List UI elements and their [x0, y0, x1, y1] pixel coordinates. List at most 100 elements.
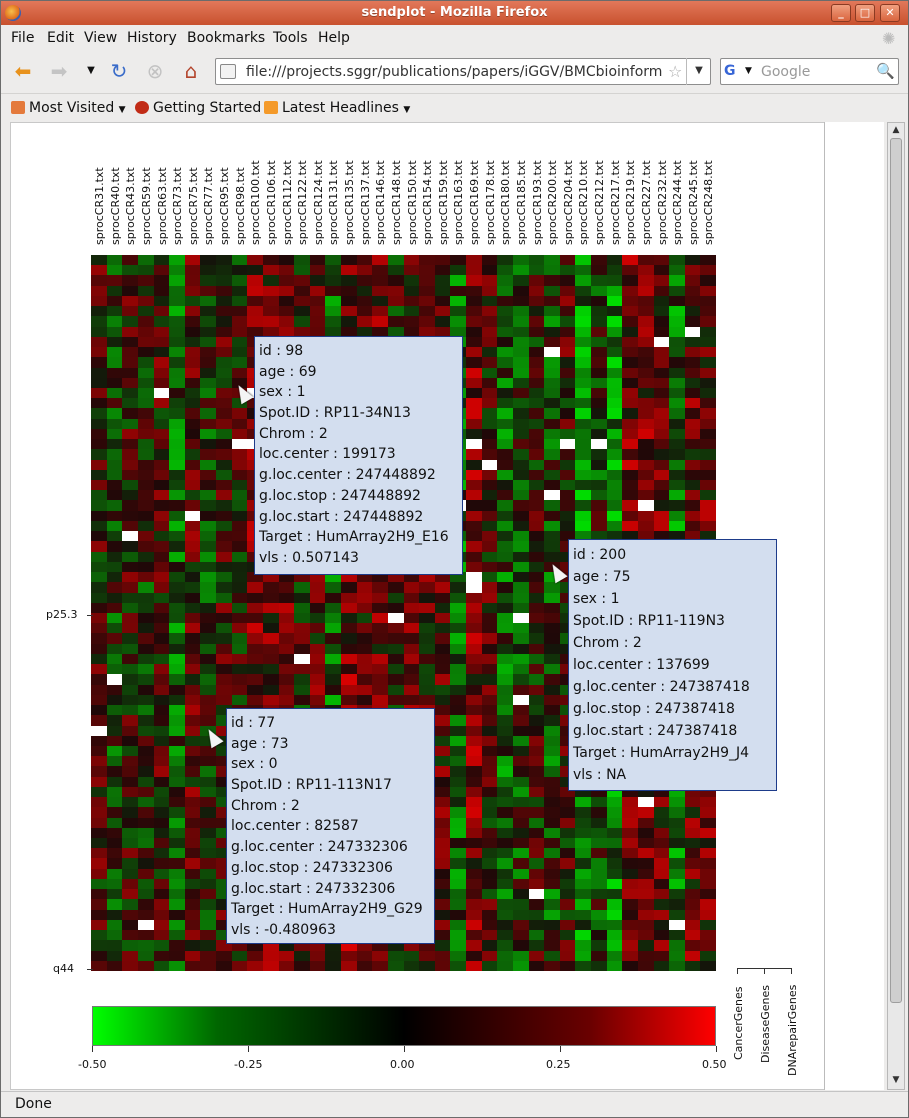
heatmap-cell[interactable]: [278, 592, 295, 604]
heatmap-cell[interactable]: [341, 316, 358, 328]
heatmap-cell[interactable]: [544, 377, 561, 389]
heatmap-cell[interactable]: [387, 950, 405, 962]
bookmark-getting-started[interactable]: Getting Started: [135, 100, 261, 116]
heatmap-cell[interactable]: [622, 868, 639, 880]
heatmap-cell[interactable]: [497, 531, 514, 542]
maximize-button[interactable]: □: [855, 4, 875, 22]
heatmap-cell[interactable]: [606, 490, 623, 502]
heatmap-cell[interactable]: [434, 797, 451, 808]
heatmap-cell[interactable]: [169, 613, 186, 624]
heatmap-cell[interactable]: [684, 858, 701, 870]
heatmap-cell[interactable]: [497, 326, 514, 338]
heatmap-cell[interactable]: [606, 919, 623, 931]
heatmap-cell[interactable]: [372, 582, 389, 594]
heatmap-cell[interactable]: [497, 633, 514, 645]
menu-view[interactable]: View: [84, 30, 118, 46]
heatmap-cell[interactable]: [153, 725, 170, 737]
heatmap-cell[interactable]: [544, 848, 561, 860]
heatmap-cell[interactable]: [575, 899, 592, 911]
heatmap-cell[interactable]: [137, 940, 155, 952]
heatmap-cell[interactable]: [450, 653, 467, 665]
heatmap-cell[interactable]: [169, 326, 186, 338]
heatmap-cell[interactable]: [684, 878, 701, 890]
heatmap-cell[interactable]: [481, 613, 498, 624]
heatmap-cell[interactable]: [216, 295, 233, 307]
heatmap-cell[interactable]: [200, 674, 217, 686]
heatmap-cell[interactable]: [450, 940, 467, 952]
heatmap-cell[interactable]: [184, 572, 201, 583]
heatmap-cell[interactable]: [559, 367, 576, 379]
heatmap-cell[interactable]: [481, 541, 498, 553]
heatmap-cell[interactable]: [528, 357, 545, 369]
heatmap-cell[interactable]: [575, 817, 592, 829]
heatmap-cell[interactable]: [137, 602, 155, 614]
heatmap-cell[interactable]: [91, 500, 108, 512]
heatmap-cell[interactable]: [622, 807, 639, 819]
heatmap-cell[interactable]: [91, 387, 108, 399]
heatmap-cell[interactable]: [606, 459, 623, 471]
heatmap-cell[interactable]: [544, 387, 561, 399]
heatmap-cell[interactable]: [153, 827, 170, 839]
heatmap-cell[interactable]: [528, 919, 545, 931]
heatmap-cell[interactable]: [278, 255, 295, 266]
heatmap-cell[interactable]: [622, 326, 639, 338]
heatmap-cell[interactable]: [122, 469, 139, 481]
heatmap-cell[interactable]: [637, 950, 655, 962]
heatmap-cell[interactable]: [169, 827, 186, 839]
heatmap-cell[interactable]: [247, 684, 264, 696]
heatmap-cell[interactable]: [184, 848, 201, 860]
heatmap-cell[interactable]: [216, 899, 233, 911]
heatmap-cell[interactable]: [216, 705, 233, 716]
heatmap-cell[interactable]: [184, 561, 201, 573]
heatmap-cell[interactable]: [372, 285, 389, 297]
heatmap-cell[interactable]: [466, 367, 483, 379]
heatmap-cell[interactable]: [434, 909, 451, 921]
heatmap-cell[interactable]: [122, 643, 139, 655]
heatmap-cell[interactable]: [622, 265, 639, 277]
heatmap-cell[interactable]: [528, 541, 545, 553]
heatmap-cell[interactable]: [153, 551, 170, 563]
heatmap-cell[interactable]: [137, 255, 155, 266]
heatmap-cell[interactable]: [528, 889, 545, 900]
heatmap-cell[interactable]: [200, 480, 217, 491]
heatmap-cell[interactable]: [372, 694, 389, 706]
heatmap-cell[interactable]: [622, 449, 639, 461]
heatmap-cell[interactable]: [466, 531, 483, 542]
heatmap-cell[interactable]: [575, 285, 592, 297]
heatmap-cell[interactable]: [169, 418, 186, 430]
heatmap-cell[interactable]: [419, 255, 436, 266]
heatmap-cell[interactable]: [700, 295, 716, 307]
heatmap-cell[interactable]: [153, 347, 170, 358]
heatmap-cell[interactable]: [169, 541, 186, 553]
heatmap-cell[interactable]: [169, 940, 186, 952]
heatmap-cell[interactable]: [450, 745, 467, 757]
heatmap-cell[interactable]: [341, 674, 358, 686]
heatmap-cell[interactable]: [153, 592, 170, 604]
heatmap-cell[interactable]: [684, 889, 701, 900]
url-text[interactable]: file:///projects.sggr/publications/paper…: [246, 64, 662, 80]
heatmap-cell[interactable]: [434, 950, 451, 962]
heatmap-cell[interactable]: [169, 367, 186, 379]
heatmap-cell[interactable]: [544, 776, 561, 788]
heatmap-cell[interactable]: [606, 510, 623, 522]
heatmap-cell[interactable]: [512, 285, 530, 297]
heatmap-cell[interactable]: [153, 357, 170, 369]
heatmap-cell[interactable]: [450, 602, 467, 614]
heatmap-cell[interactable]: [450, 786, 467, 798]
heatmap-cell[interactable]: [247, 255, 264, 266]
heatmap-cell[interactable]: [528, 510, 545, 522]
heatmap-cell[interactable]: [700, 387, 716, 399]
heatmap-cell[interactable]: [169, 459, 186, 471]
heatmap-cell[interactable]: [544, 449, 561, 461]
heatmap-cell[interactable]: [231, 950, 248, 962]
heatmap-cell[interactable]: [544, 827, 561, 839]
heatmap-cell[interactable]: [200, 541, 217, 553]
heatmap-cell[interactable]: [544, 408, 561, 420]
heatmap-cell[interactable]: [200, 572, 217, 583]
heatmap-cell[interactable]: [356, 674, 373, 686]
heatmap-cell[interactable]: [216, 490, 233, 502]
heatmap-cell[interactable]: [137, 950, 155, 962]
heatmap-cell[interactable]: [575, 439, 592, 450]
heatmap-cell[interactable]: [434, 715, 451, 727]
heatmap-cell[interactable]: [169, 899, 186, 911]
